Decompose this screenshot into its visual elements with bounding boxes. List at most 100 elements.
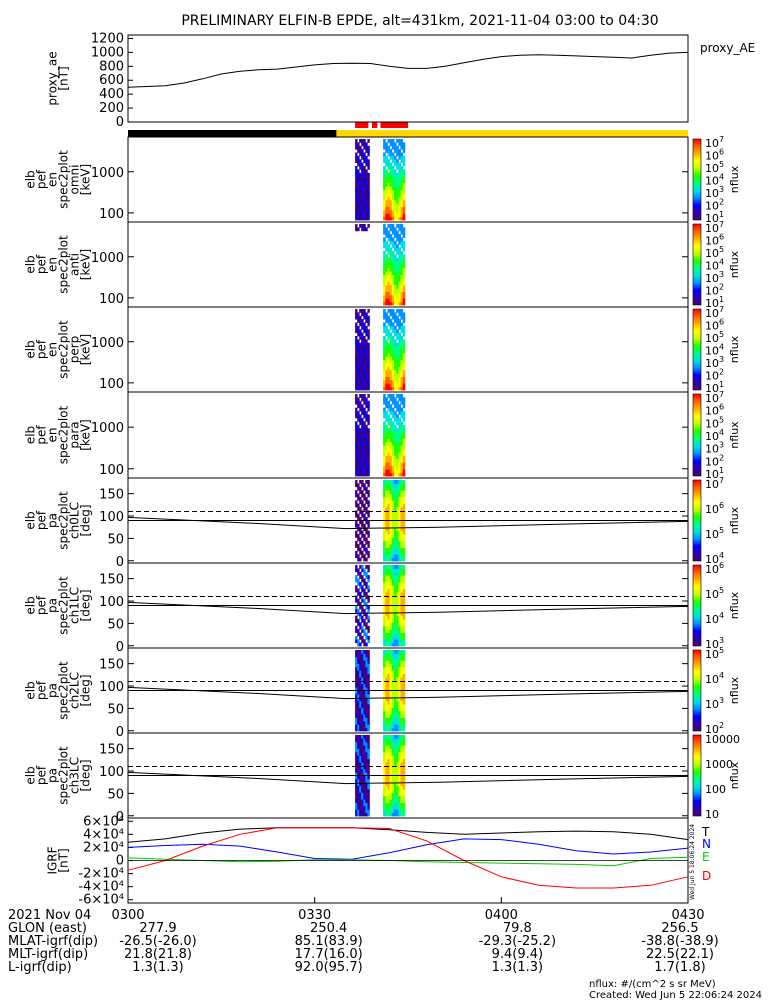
- colorbar-tick-label: 103: [705, 355, 724, 370]
- heat-cell: [359, 727, 362, 732]
- heat-cell: [359, 741, 362, 746]
- heat-cell: [357, 578, 360, 583]
- heat-cell: [387, 741, 391, 746]
- heat-cell: [394, 397, 397, 402]
- heat-cell: [367, 145, 370, 150]
- heat-cell: [367, 139, 370, 143]
- heat-cell: [383, 230, 386, 235]
- heat-cell: [387, 404, 391, 409]
- heat-cell: [385, 162, 388, 167]
- heat-cell: [367, 182, 370, 187]
- heat-cell: [396, 619, 399, 623]
- heat-cell: [355, 775, 358, 780]
- heat-cell: [396, 166, 399, 170]
- heat-cell: [363, 441, 366, 446]
- heat-cell: [402, 707, 406, 712]
- heat-cell: [398, 758, 401, 763]
- heat-cell: [387, 510, 391, 515]
- heat-cell: [400, 386, 404, 391]
- heat-cell: [363, 517, 366, 521]
- heat-cell: [361, 469, 364, 473]
- heat-cell: [391, 315, 395, 320]
- colorbar-tick-label: 106: [705, 318, 724, 333]
- heat-cell: [357, 404, 360, 409]
- heat-cell: [359, 400, 362, 405]
- heat-cell: [355, 758, 358, 763]
- heat-cell: [394, 189, 397, 194]
- heat-cell: [389, 578, 393, 583]
- heat-cell: [383, 510, 386, 515]
- heat-cell: [363, 452, 366, 456]
- heat-cell: [398, 431, 401, 436]
- heat-cell: [400, 547, 404, 552]
- heat-cell: [365, 186, 368, 191]
- heat-cell: [355, 748, 358, 753]
- heat-cell: [391, 724, 395, 729]
- heat-cell: [391, 554, 395, 559]
- heat-cell: [396, 281, 399, 286]
- heat-cell: [398, 720, 401, 725]
- heat-cell: [389, 629, 393, 633]
- heat-cell: [391, 264, 395, 269]
- heat-cell: [389, 608, 393, 613]
- heat-cell: [396, 373, 399, 377]
- heat-cell: [385, 789, 388, 793]
- heat-cell: [391, 349, 395, 354]
- heat-cell: [357, 172, 360, 177]
- heat-cell: [402, 216, 406, 221]
- heat-cell: [365, 690, 368, 695]
- heat-cell: [400, 635, 404, 640]
- heat-cell: [361, 383, 364, 388]
- heat-cell: [402, 762, 406, 766]
- heat-cell: [383, 196, 386, 201]
- heat-cell: [396, 805, 399, 810]
- heat-cell: [359, 203, 362, 207]
- heat-cell: [383, 435, 386, 439]
- heat-cell: [402, 632, 406, 637]
- heat-cell: [398, 383, 401, 388]
- heat-cell: [367, 789, 370, 793]
- heat-cell: [385, 595, 388, 600]
- heat-cell: [396, 206, 399, 211]
- heat-cell: [394, 507, 397, 511]
- heat-cell: [391, 267, 395, 272]
- heat-cell: [398, 530, 401, 535]
- heat-cell: [367, 554, 370, 559]
- heat-cell: [367, 693, 370, 698]
- heat-cell: [359, 404, 362, 409]
- heat-cell: [394, 762, 397, 766]
- heat-cell: [396, 369, 399, 374]
- heat-cell: [363, 534, 366, 538]
- heat-cell: [400, 612, 404, 617]
- heat-cell: [355, 376, 358, 381]
- heat-cell: [361, 139, 364, 143]
- heat-cell: [389, 683, 393, 688]
- series-E: [127, 856, 689, 867]
- heat-cell: [391, 503, 395, 508]
- heat-cell: [361, 421, 364, 426]
- heat-cell: [389, 666, 393, 671]
- heat-cell: [387, 530, 391, 535]
- heat-cell: [394, 809, 397, 814]
- panel-3: elbpefenspec2plotanti[keV]10010001011021…: [24, 220, 742, 310]
- heat-cell: [402, 612, 406, 617]
- heat-cell: [383, 592, 386, 596]
- heat-cell: [391, 369, 395, 374]
- heat-cell: [394, 523, 397, 528]
- heat-cell: [367, 670, 370, 675]
- heat-cell: [400, 363, 404, 367]
- heat-cell: [385, 588, 388, 593]
- heat-cell: [383, 795, 386, 800]
- heat-cell: [396, 209, 399, 214]
- heat-cell: [363, 373, 366, 377]
- heat-cell: [387, 809, 391, 814]
- heat-cell: [389, 727, 393, 732]
- heat-cell: [361, 656, 364, 661]
- heat-cell: [400, 680, 404, 685]
- y-tick-label: -4×10⁴: [78, 880, 124, 895]
- heat-cell: [367, 687, 370, 691]
- heat-cell: [387, 458, 391, 463]
- heat-cell: [398, 264, 401, 269]
- heat-cell: [398, 332, 401, 337]
- heat-cell: [357, 513, 360, 518]
